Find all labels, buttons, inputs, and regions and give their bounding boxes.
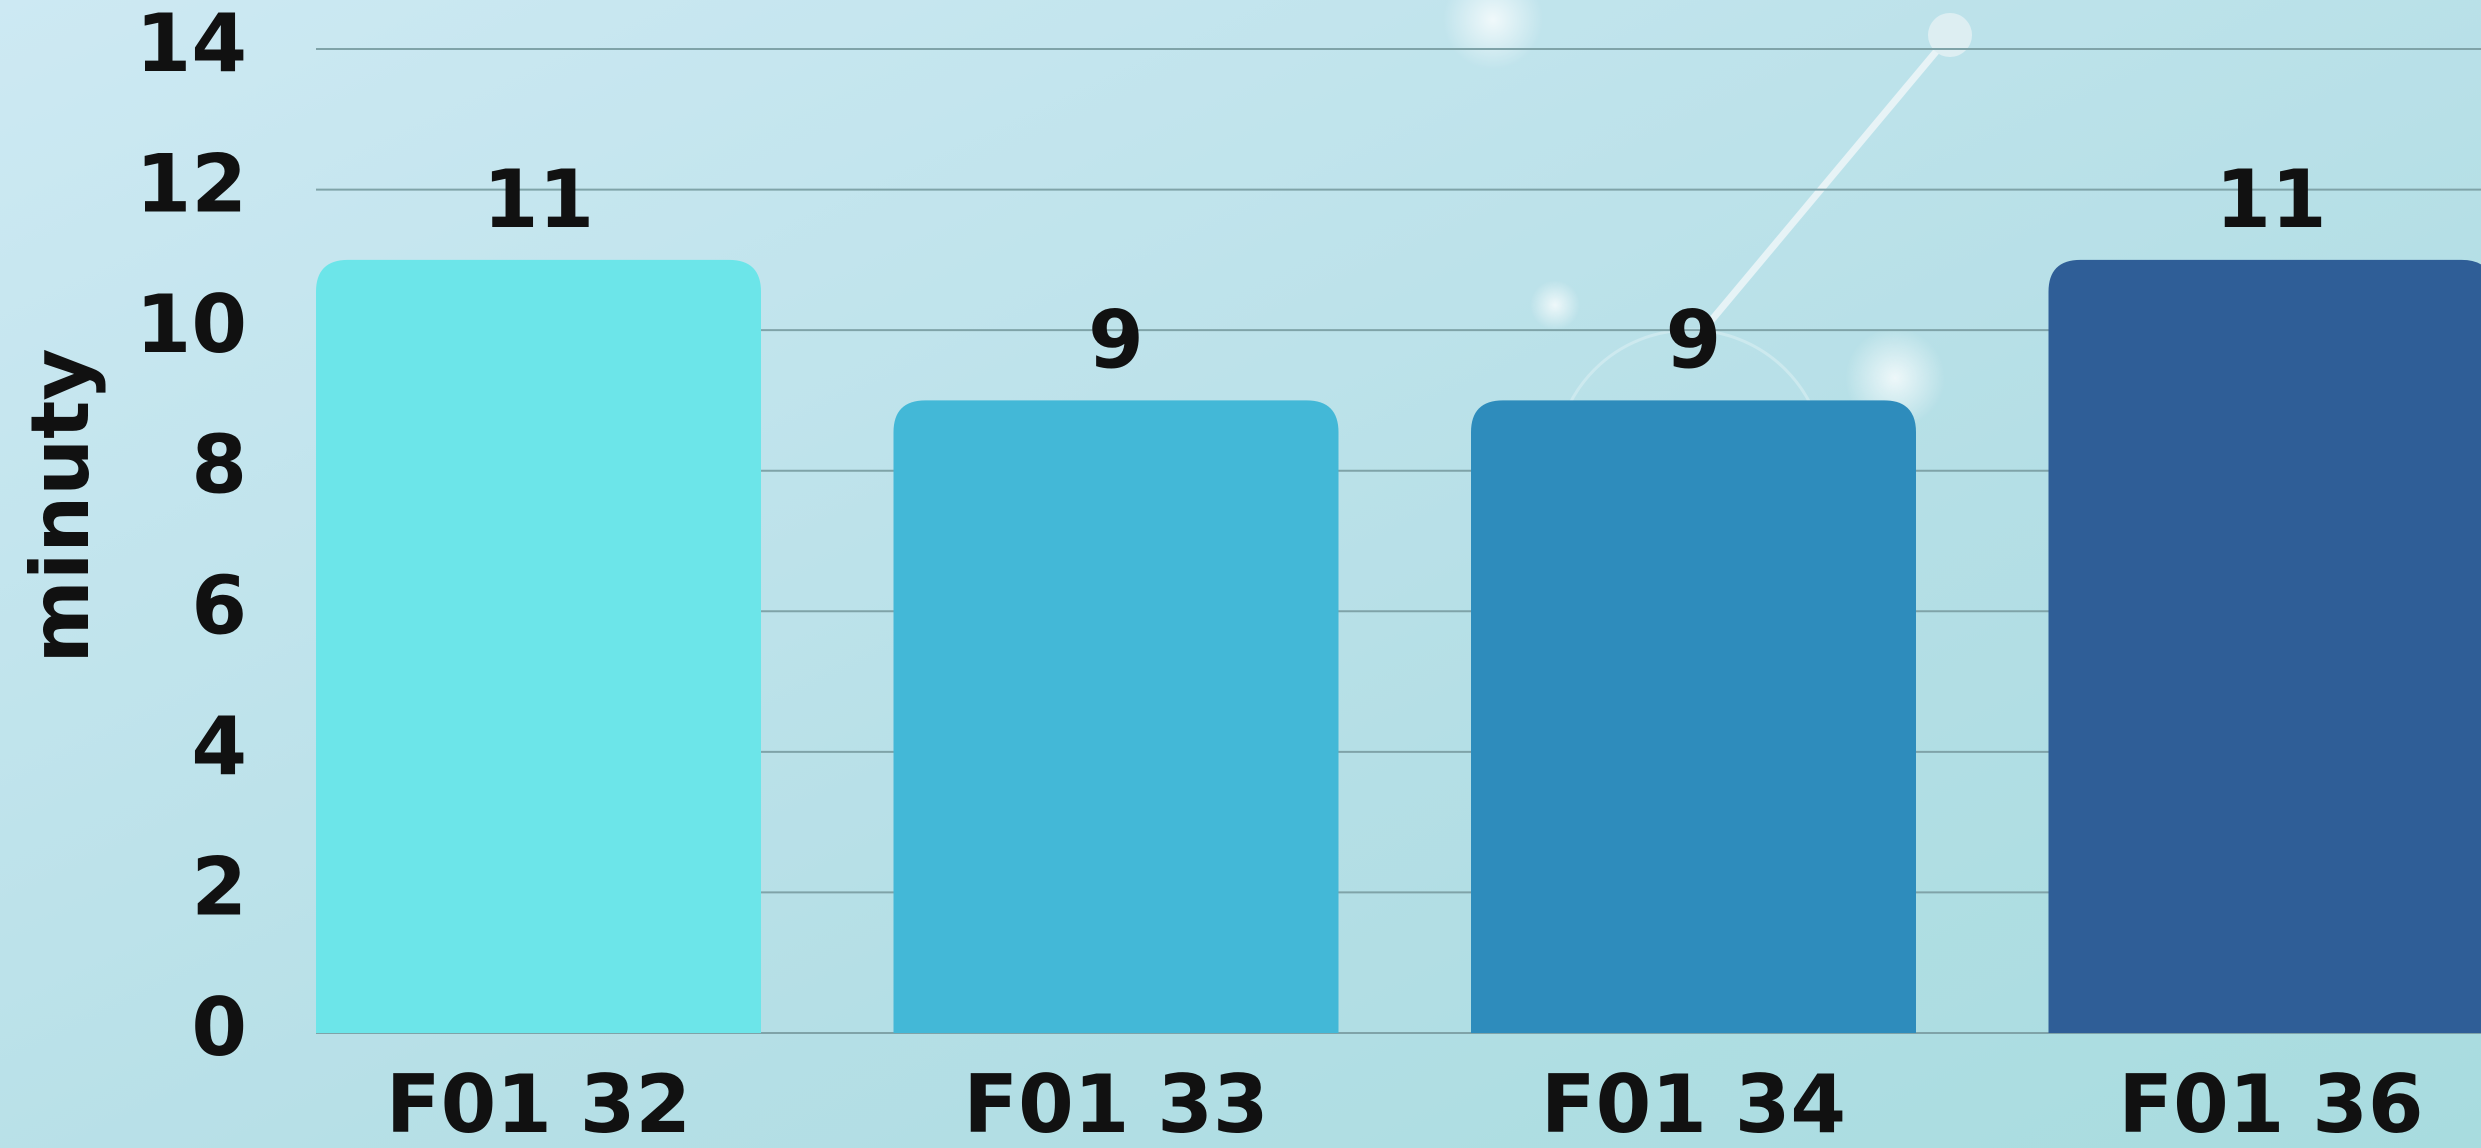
data-label: 11: [483, 153, 594, 246]
y-tick-label: 0: [191, 981, 247, 1074]
y-tick-label: 12: [136, 138, 247, 231]
x-tick-label: F01 33: [963, 1058, 1268, 1148]
y-tick-label: 4: [191, 700, 247, 793]
y-tick-label: 2: [191, 840, 247, 933]
x-tick-label: F01 36: [2118, 1058, 2423, 1148]
data-label: 9: [1666, 293, 1722, 386]
chart: minuty 0 2 4 6 8 10 12 14 F01 32 11 F01 33 9 F01 34 9…: [0, 0, 2481, 1148]
bar: [1471, 400, 1916, 1033]
y-tick-label: 10: [136, 278, 247, 371]
x-tick-label: F01 32: [386, 1058, 691, 1148]
y-axis-label: minuty: [14, 348, 107, 663]
bar: [894, 400, 1339, 1033]
data-label: 11: [2215, 153, 2326, 246]
y-tick-label: 6: [191, 559, 247, 652]
x-tick-label: F01 34: [1541, 1058, 1846, 1148]
y-tick-label: 8: [191, 419, 247, 512]
data-label: 9: [1088, 293, 1144, 386]
page: minuty 0 2 4 6 8 10 12 14 F01 32 11 F01 33 9 F01 34 9…: [0, 0, 2481, 1148]
y-tick-label: 14: [136, 0, 247, 90]
bar: [2049, 260, 2481, 1033]
bar: [316, 260, 761, 1033]
